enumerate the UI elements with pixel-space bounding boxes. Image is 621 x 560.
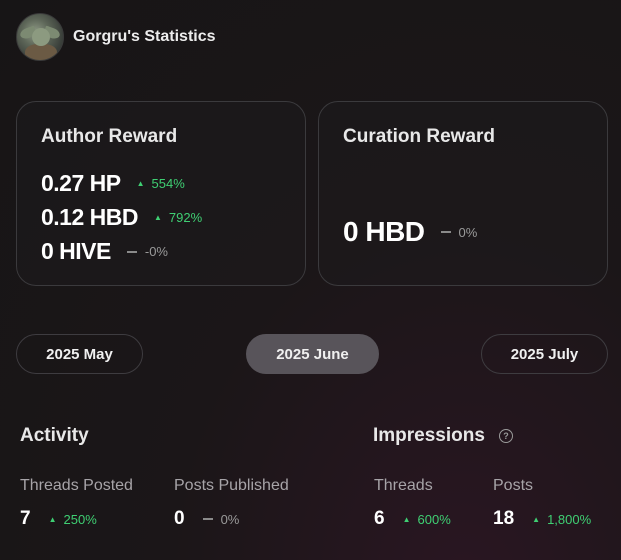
trend-up-icon: ▲ bbox=[402, 514, 411, 524]
impressions-posts-value: 18 bbox=[493, 508, 515, 529]
author-reward-hbd-change: ▲ 792% bbox=[154, 210, 202, 225]
change-text: 0% bbox=[220, 511, 240, 527]
curation-reward-row: 0 HBD 0% bbox=[343, 216, 477, 248]
impressions-posts-change: ▲ 1,800% bbox=[532, 512, 591, 527]
change-text: 600% bbox=[417, 511, 451, 527]
posts-published-value: 0 bbox=[174, 508, 185, 529]
change-text: 1,800% bbox=[547, 511, 592, 527]
threads-posted-label: Threads Posted bbox=[20, 477, 133, 494]
curation-reward-change: 0% bbox=[440, 224, 478, 240]
trend-up-icon: ▲ bbox=[48, 514, 57, 524]
trend-flat-icon bbox=[126, 250, 137, 253]
author-reward-hive-change: -0% bbox=[126, 244, 168, 259]
avatar[interactable] bbox=[16, 13, 64, 61]
trend-up-icon: ▲ bbox=[153, 213, 162, 222]
activity-title: Activity bbox=[20, 425, 89, 447]
profile-header: Gorgru's Statistics bbox=[16, 13, 216, 61]
posts-published-label: Posts Published bbox=[174, 477, 289, 494]
page-title: Gorgru's Statistics bbox=[73, 28, 216, 45]
threads-posted-stat: Threads Posted 7 ▲ 250% bbox=[20, 477, 133, 530]
author-reward-hp-value: 0.27 HP bbox=[41, 170, 121, 196]
trend-up-icon: ▲ bbox=[136, 179, 145, 188]
next-month-button[interactable]: 2025 July bbox=[481, 334, 608, 374]
posts-published-stat: Posts Published 0 0% bbox=[174, 477, 289, 530]
trend-flat-icon bbox=[440, 231, 451, 233]
author-reward-hp-change: ▲ 554% bbox=[137, 176, 185, 191]
question-circle-icon[interactable]: ? bbox=[498, 429, 513, 443]
author-reward-hp-row: 0.27 HP ▲ 554% bbox=[41, 170, 185, 197]
impressions-title: Impressions ? bbox=[373, 425, 513, 447]
impressions-title-text: Impressions bbox=[373, 425, 485, 446]
change-text: -0% bbox=[144, 244, 168, 259]
curation-reward-title: Curation Reward bbox=[343, 126, 496, 147]
author-reward-hive-row: 0 HIVE -0% bbox=[41, 238, 168, 265]
prev-month-button[interactable]: 2025 May bbox=[16, 334, 143, 374]
trend-flat-icon bbox=[202, 518, 213, 520]
author-reward-card: Author Reward 0.27 HP ▲ 554% 0.12 HBD ▲ … bbox=[16, 101, 306, 286]
impressions-threads-label: Threads bbox=[374, 477, 433, 494]
posts-published-change: 0% bbox=[202, 511, 240, 527]
impressions-threads-value: 6 bbox=[374, 508, 385, 529]
author-reward-hbd-row: 0.12 HBD ▲ 792% bbox=[41, 204, 202, 231]
current-month-button[interactable]: 2025 June bbox=[246, 334, 379, 374]
impressions-posts-label: Posts bbox=[493, 477, 534, 494]
author-reward-hive-value: 0 HIVE bbox=[41, 238, 111, 264]
threads-posted-change: ▲ 250% bbox=[49, 512, 97, 527]
change-text: 554% bbox=[151, 176, 185, 191]
change-text: 250% bbox=[63, 511, 97, 527]
trend-up-icon: ▲ bbox=[532, 514, 541, 524]
activity-title-text: Activity bbox=[20, 425, 89, 446]
author-reward-hbd-value: 0.12 HBD bbox=[41, 204, 138, 230]
impressions-threads-change: ▲ 600% bbox=[403, 512, 451, 527]
change-text: 0% bbox=[458, 224, 478, 240]
impressions-threads-stat: Threads 6 ▲ 600% bbox=[374, 477, 451, 530]
author-reward-title: Author Reward bbox=[41, 126, 178, 147]
change-text: 792% bbox=[168, 210, 203, 225]
curation-reward-card: Curation Reward 0 HBD 0% bbox=[318, 101, 608, 286]
curation-reward-value: 0 HBD bbox=[343, 216, 425, 247]
impressions-posts-stat: Posts 18 ▲ 1,800% bbox=[493, 477, 591, 530]
threads-posted-value: 7 bbox=[20, 508, 31, 529]
